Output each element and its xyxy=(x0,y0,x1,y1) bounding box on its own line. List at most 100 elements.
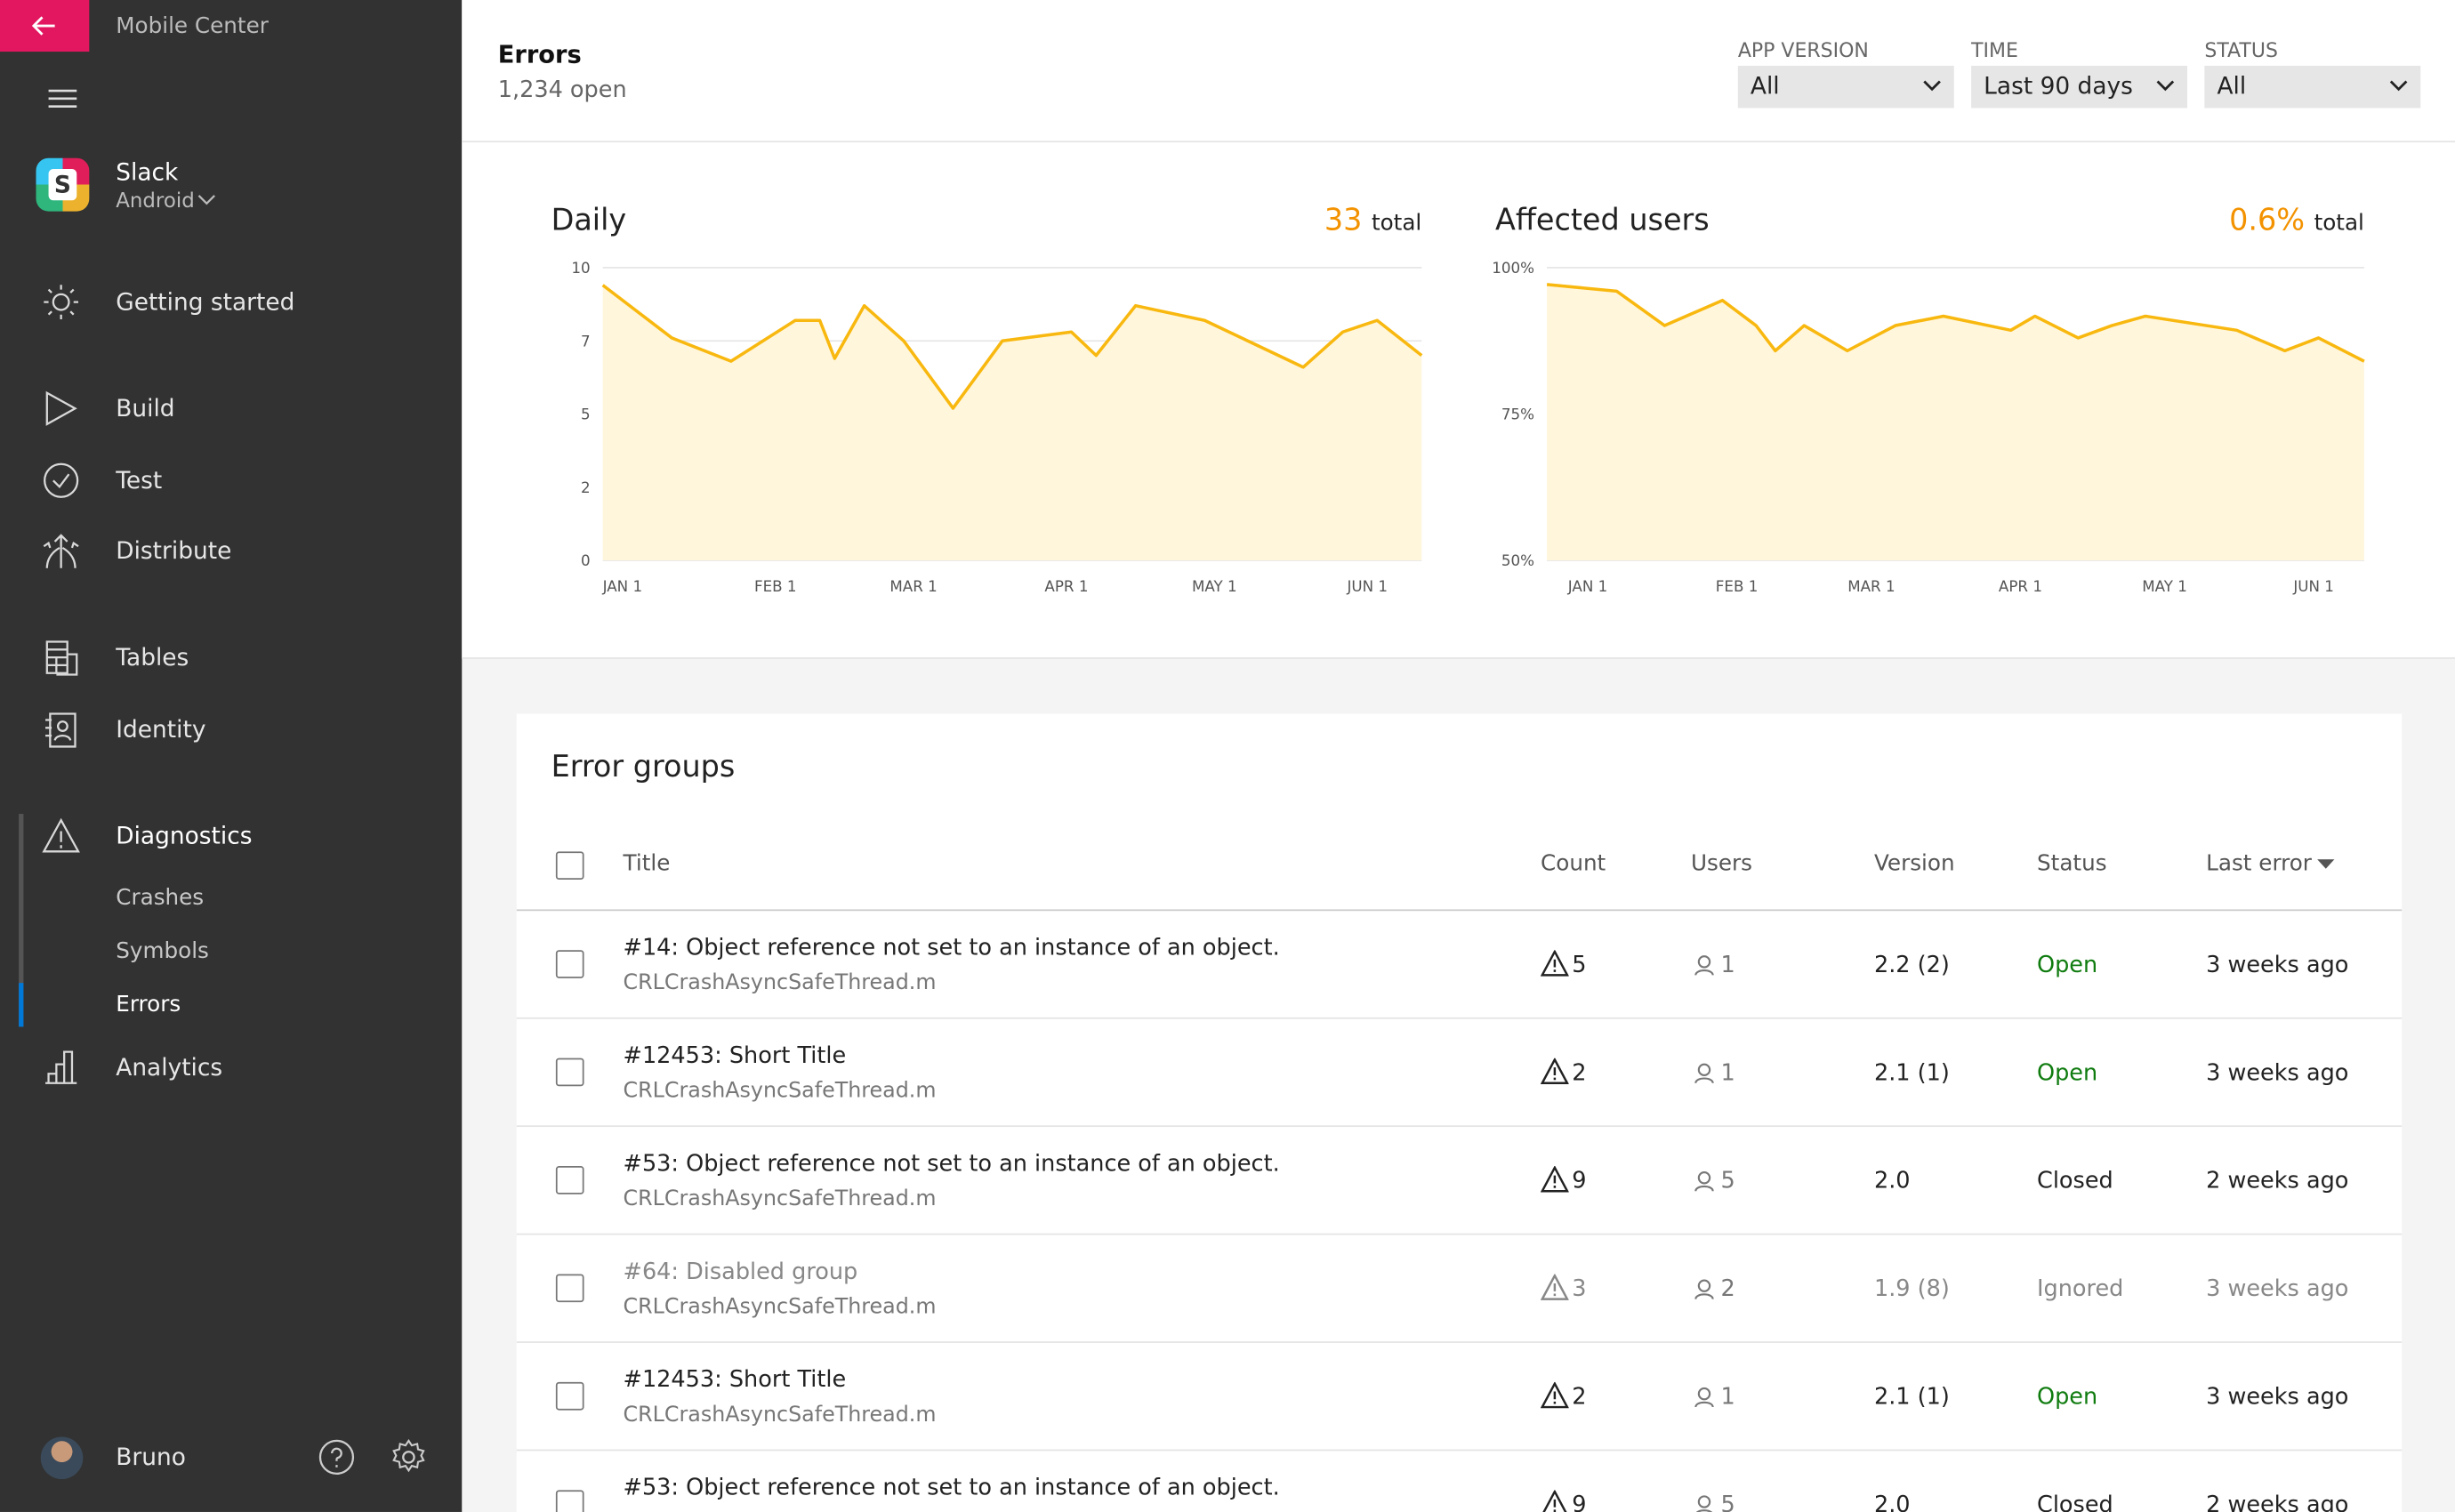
count-icon xyxy=(1540,1273,1570,1307)
error-count: 9 xyxy=(1572,1492,1587,1512)
help-button[interactable] xyxy=(318,1438,355,1476)
version: 2.1 (1) xyxy=(1873,1385,1950,1411)
y-tick-label: 100% xyxy=(1492,259,1534,277)
sub-nav-item[interactable]: Crashes xyxy=(116,886,205,912)
x-tick-label: JAN 1 xyxy=(1567,577,1608,595)
error-groups-card: Error groups Title Count Users Version S… xyxy=(516,713,2403,1512)
table-row[interactable]: #64: Disabled group CRLCrashAsyncSafeThre… xyxy=(516,1235,2403,1343)
app-name: Slack xyxy=(116,157,179,187)
nav-item[interactable]: Identity xyxy=(116,715,206,744)
error-title: #14: Object reference not set to an inst… xyxy=(623,936,1280,961)
users-icon xyxy=(1694,953,1715,983)
error-count: 9 xyxy=(1572,1169,1587,1194)
table-row[interactable]: #14: Object reference not set to an inst… xyxy=(516,911,2403,1019)
version: 2.0 xyxy=(1873,1169,1911,1194)
section-rail xyxy=(19,814,24,1027)
sort-indicator xyxy=(2317,859,2335,869)
platform[interactable]: Android xyxy=(116,189,195,214)
column-header[interactable]: Count xyxy=(1541,851,1606,877)
error-title: #53: Object reference not set to an inst… xyxy=(623,1152,1280,1178)
last-error: 2 weeks ago xyxy=(2206,1169,2349,1194)
x-tick-label: JAN 1 xyxy=(602,577,643,595)
column-header[interactable]: Version xyxy=(1873,851,1955,877)
header-divider xyxy=(516,909,2403,912)
status: Closed xyxy=(2037,1492,2113,1512)
users-count: 1 xyxy=(1720,953,1735,978)
column-header[interactable]: Last error xyxy=(2206,851,2312,877)
error-count: 2 xyxy=(1572,1061,1587,1087)
error-file: CRLCrashAsyncSafeThread.m xyxy=(623,1078,937,1104)
x-tick-label: MAR 1 xyxy=(889,577,937,595)
nav-item[interactable]: Getting started xyxy=(116,287,295,317)
table-row[interactable]: #12453: Short Title CRLCrashAsyncSafeThre… xyxy=(516,1019,2403,1128)
users-count: 1 xyxy=(1720,1385,1735,1411)
row-checkbox[interactable] xyxy=(555,1381,584,1411)
last-error: 2 weeks ago xyxy=(2206,1492,2349,1512)
user-name[interactable]: Bruno xyxy=(116,1443,186,1472)
y-tick-label: 7 xyxy=(581,332,591,350)
column-header[interactable]: Users xyxy=(1691,851,1753,877)
row-checkbox[interactable] xyxy=(555,1490,584,1512)
last-error: 3 weeks ago xyxy=(2206,953,2349,978)
back-button[interactable] xyxy=(0,0,90,52)
menu-button[interactable] xyxy=(47,88,78,110)
page-subtitle: 1,234 open xyxy=(497,77,627,104)
avatar[interactable] xyxy=(40,1436,84,1480)
line xyxy=(1546,283,2365,363)
sub-nav-item[interactable]: Errors xyxy=(116,992,181,1017)
nav-item[interactable]: Distribute xyxy=(116,536,232,566)
icon-build xyxy=(45,390,77,426)
error-title: #64: Disabled group xyxy=(623,1259,858,1285)
error-title: #53: Object reference not set to an inst… xyxy=(623,1476,1280,1501)
filter-dropdown[interactable]: All xyxy=(2204,65,2421,109)
settings-button[interactable] xyxy=(390,1438,427,1476)
icon-analytics xyxy=(45,1050,77,1084)
row-checkbox[interactable] xyxy=(555,1274,584,1303)
column-header[interactable]: Title xyxy=(623,851,671,877)
area xyxy=(1547,284,2364,561)
select-all-checkbox[interactable] xyxy=(555,851,584,881)
row-checkbox[interactable] xyxy=(555,1058,584,1087)
brand: Mobile Center xyxy=(116,13,269,39)
platform-chevron[interactable] xyxy=(197,194,216,206)
y-tick-label: 0 xyxy=(581,551,591,569)
summary-value: 0.6% xyxy=(2229,203,2305,237)
users-count: 5 xyxy=(1720,1169,1735,1194)
sub-nav-item[interactable]: Symbols xyxy=(116,938,209,965)
status: Open xyxy=(2037,1061,2098,1087)
users-icon xyxy=(1694,1277,1715,1307)
nav-item[interactable]: Analytics xyxy=(116,1053,223,1082)
error-title: #12453: Short Title xyxy=(623,1043,847,1069)
nav-item[interactable]: Tables xyxy=(116,643,189,672)
card-title: Error groups xyxy=(551,749,736,784)
nav-item[interactable]: Test xyxy=(116,466,163,495)
charts: Daily total 33 0 2 5 7 10 JAN 1 FEB 1 MAR 1 APR 1 MA… xyxy=(551,203,2365,595)
page-header: Errors 1,234 open APP VERSION All TIME L… xyxy=(462,0,2455,143)
x-tick-label: JUN 1 xyxy=(2292,577,2334,595)
x-tick-label: FEB 1 xyxy=(754,577,797,595)
users-icon xyxy=(1694,1385,1715,1414)
nav-item[interactable]: Build xyxy=(116,394,175,423)
page-title: Errors xyxy=(497,40,582,69)
error-file: CRLCrashAsyncSafeThread.m xyxy=(623,1402,937,1428)
table-row[interactable]: #53: Object reference not set to an inst… xyxy=(517,1451,2402,1512)
y-tick-label: 2 xyxy=(581,479,591,496)
filter-value[interactable]: All xyxy=(1750,71,1780,101)
nav-item[interactable]: Diagnostics xyxy=(116,821,253,850)
table-row[interactable]: #12453: Short Title CRLCrashAsyncSafeThre… xyxy=(516,1343,2403,1452)
table-row[interactable]: #53: Object reference not set to an inst… xyxy=(516,1127,2403,1235)
filter-dropdown[interactable]: All xyxy=(1737,65,1954,109)
x-tick-label: APR 1 xyxy=(1999,577,2042,595)
filter-dropdown[interactable]: Last 90 days xyxy=(1971,65,2187,109)
filter-value[interactable]: Last 90 days xyxy=(1984,71,2133,101)
column-header[interactable]: Status xyxy=(2037,851,2107,877)
count-icon xyxy=(1540,1057,1570,1091)
error-count: 3 xyxy=(1572,1276,1587,1303)
row-checkbox[interactable] xyxy=(555,1166,584,1194)
filter-value[interactable]: All xyxy=(2217,71,2247,101)
row-checkbox[interactable] xyxy=(555,950,584,978)
app-icon: S xyxy=(36,157,90,212)
status: Open xyxy=(2037,1385,2098,1411)
